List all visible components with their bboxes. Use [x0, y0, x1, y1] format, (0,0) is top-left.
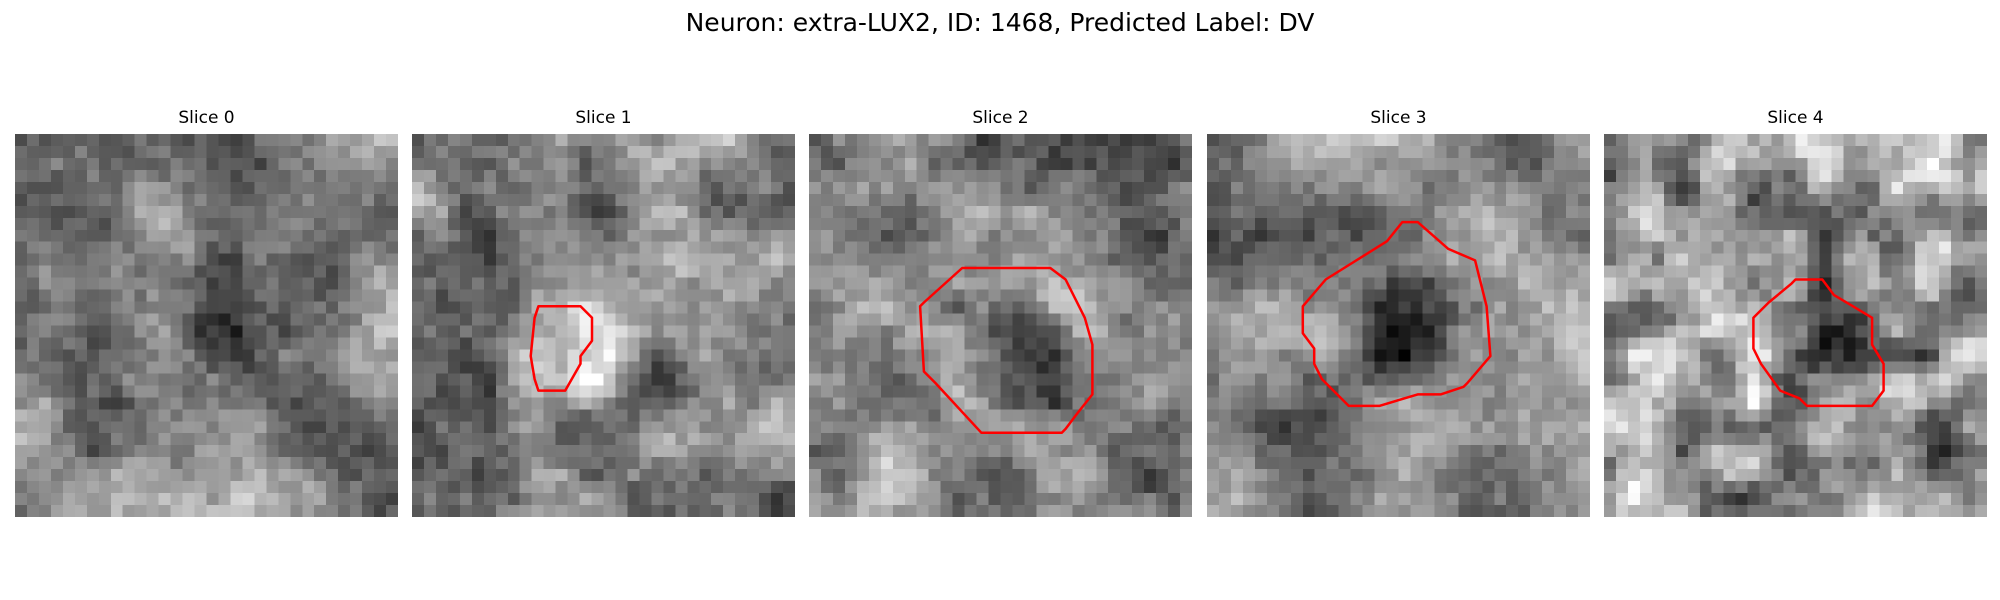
- slice-title: Slice 4: [1767, 108, 1824, 128]
- slice-pixels: [412, 134, 795, 517]
- slice-title: Slice 3: [1370, 108, 1427, 128]
- slice-title: Slice 0: [178, 108, 235, 128]
- slice-image: [412, 134, 795, 517]
- slice-title: Slice 2: [972, 108, 1029, 128]
- slice-image: [15, 134, 398, 517]
- slice-panel-0: Slice 0: [15, 108, 398, 517]
- slice-panel-2: Slice 2: [809, 108, 1192, 517]
- slice-pixels: [809, 134, 1192, 517]
- roi-contour: [918, 266, 1094, 434]
- figure-title: Neuron: extra-LUX2, ID: 1468, Predicted …: [685, 8, 1315, 37]
- slice-image: [809, 134, 1192, 517]
- slice-panel-4: Slice 4: [1604, 108, 1987, 517]
- slice-panel-3: Slice 3: [1207, 108, 1590, 517]
- slice-pixels: [15, 134, 398, 517]
- roi-contour: [529, 305, 594, 392]
- slice-title: Slice 1: [575, 108, 632, 128]
- roi-contour: [1301, 220, 1492, 408]
- roi-contour: [1752, 278, 1885, 408]
- slice-image: [1604, 134, 1987, 517]
- slice-panel-1: Slice 1: [412, 108, 795, 517]
- slice-pixels: [1207, 134, 1590, 517]
- slice-pixels: [1604, 134, 1987, 517]
- slice-image: [1207, 134, 1590, 517]
